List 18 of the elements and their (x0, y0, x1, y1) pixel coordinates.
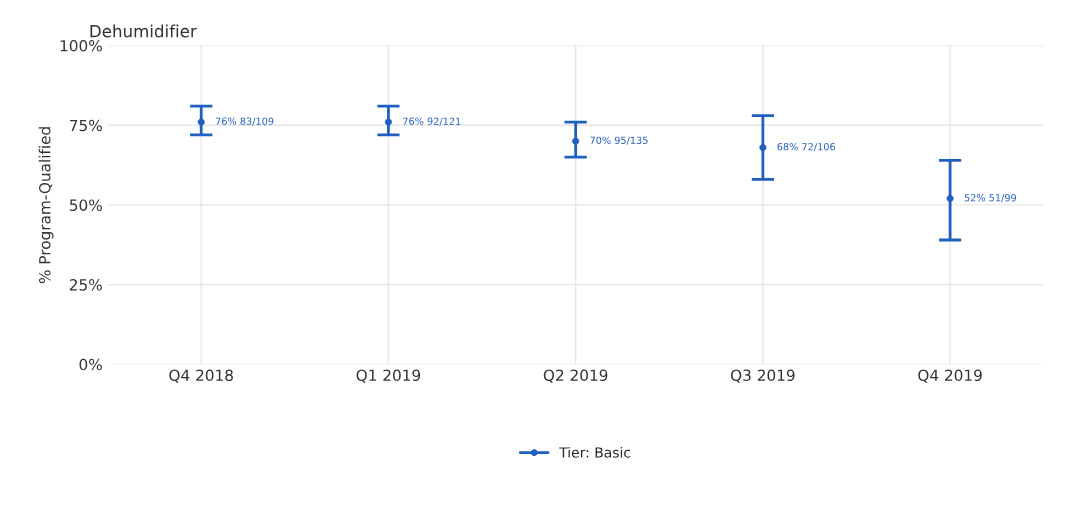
chart-title: Dehumidifier (90, 24, 197, 38)
y-axis-title: % Program-Qualified (38, 127, 54, 284)
y-tick-label: 100% (60, 40, 102, 52)
x-tick-label: Q3 2019 (731, 369, 795, 383)
data-label: 76% 83/109 (215, 117, 274, 126)
y-tick-label: 0% (79, 358, 102, 371)
x-tick-label: Q4 2018 (169, 369, 233, 383)
legend-label: Tier: Basic (559, 446, 631, 458)
y-tick-label: 75% (70, 119, 102, 132)
x-tick-label: Q1 2019 (356, 369, 421, 383)
data-label: 70% 95/135 (590, 136, 648, 145)
x-tick-label: Q4 2019 (918, 369, 982, 383)
data-label: 52% 51/99 (964, 194, 1017, 203)
y-tick-label: 50% (69, 199, 102, 211)
data-label: 68% 72/106 (777, 143, 836, 152)
y-tick-label: 25% (69, 279, 102, 291)
data-label: 76% 92/121 (403, 117, 461, 126)
x-tick-label: Q2 2019 (543, 369, 608, 383)
